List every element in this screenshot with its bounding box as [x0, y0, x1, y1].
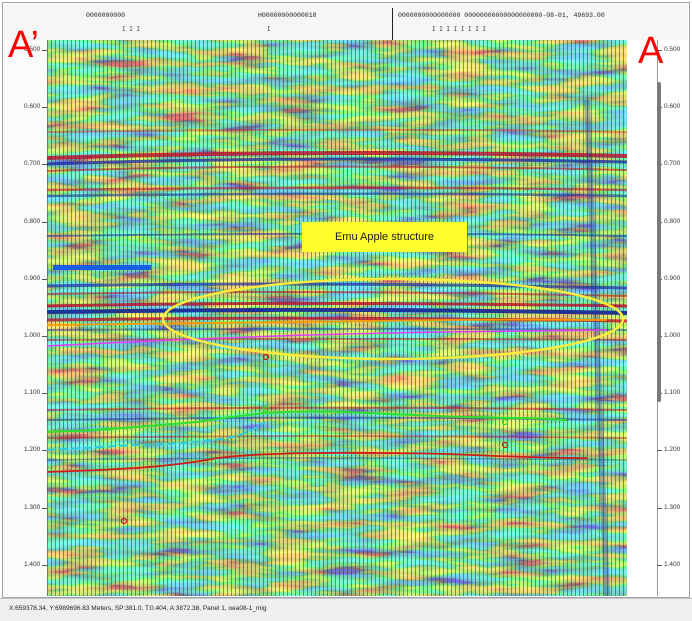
left-axis-tick-label: 1.400 [24, 560, 41, 568]
blue-scale-bar [53, 265, 151, 270]
right-axis-tick-label: 0.700 [664, 160, 681, 168]
right-axis-tick-label: 1.100 [664, 389, 681, 397]
right-axis-tick-label: 0.500 [664, 46, 681, 53]
right-axis-tick-mark [657, 50, 662, 51]
left-axis-tick-label: 0.600 [24, 103, 41, 111]
left-axis-tick-mark [42, 450, 47, 452]
horizon-green [47, 410, 568, 433]
section-marker-left: A’ [8, 24, 39, 66]
left-axis-tick-mark [42, 50, 47, 51]
right-axis-tick-label: 1.400 [664, 560, 681, 568]
seismic-section-plot[interactable] [47, 40, 627, 596]
section-marker-right: A [638, 30, 664, 72]
time-axis-left: 0.500 0.600 0.700 0.800 0.900 1.000 1.100 1.200… [4, 40, 48, 596]
right-axis-tick-label: 1.000 [664, 332, 681, 339]
right-axis-tick-label: 1.300 [664, 503, 681, 511]
vertical-scrollbar[interactable] [657, 82, 661, 402]
left-axis-tick-label: 1.300 [24, 503, 41, 511]
horizon-red [47, 451, 588, 473]
header-label-3: 0000000000000000 00000000000000000000-08… [398, 12, 605, 19]
left-axis-tick-mark [42, 564, 47, 566]
header-label-2: H00000000000010 [258, 12, 317, 19]
header-divider [392, 8, 393, 42]
left-axis-tick-label: 0.700 [24, 160, 41, 168]
right-axis-tick-label: 0.800 [664, 217, 681, 225]
seismic-section-svg [47, 40, 627, 596]
horizon-magenta [47, 329, 608, 347]
left-axis-tick-label: 1.100 [24, 389, 41, 397]
well-markers [120, 353, 509, 525]
left-axis-tick-mark [42, 278, 47, 280]
header-label-1: 0000000000 [86, 12, 126, 19]
left-axis-tick-mark [42, 507, 47, 509]
right-axis-tick-mark [657, 450, 662, 452]
right-axis-tick-mark [657, 564, 662, 566]
header-ticks-2: I [267, 26, 271, 33]
left-axis-tick-label: 0.800 [24, 217, 41, 225]
left-axis-tick-label: 1.000 [24, 332, 41, 339]
horizon-cyan [47, 421, 266, 451]
left-axis-tick-mark [42, 393, 47, 395]
header-ticks-3: I I I I I I I I [432, 26, 487, 33]
structure-outline-ellipse [161, 277, 625, 361]
horizon-orange [47, 318, 608, 326]
interpreted-horizons [47, 318, 608, 473]
left-axis-tick-mark [42, 164, 47, 166]
trace-lines [47, 40, 627, 596]
right-axis-tick-label: 1.200 [664, 446, 681, 454]
left-axis-tick-label: 0.500 [24, 46, 41, 53]
structure-annotation: Emu Apple structure [302, 222, 467, 252]
left-axis-tick-mark [42, 221, 47, 223]
header-ticks-1: I I I [122, 26, 141, 33]
left-axis-tick-mark [42, 107, 47, 109]
header-track-bar: 0000000000 H00000000000010 0000000000000… [4, 4, 688, 42]
status-readout: X:659378.34, Y:6989696.83 Meters, SP:381… [9, 605, 267, 612]
right-axis-tick-label: 0.900 [664, 274, 681, 282]
left-axis-tick-mark [42, 336, 47, 337]
right-axis-tick-label: 0.600 [664, 103, 681, 111]
left-axis-tick-label: 1.200 [24, 446, 41, 454]
status-bar: X:659378.34, Y:6989696.83 Meters, SP:381… [0, 598, 692, 621]
left-axis-tick-label: 0.900 [24, 274, 41, 282]
right-axis-tick-mark [657, 507, 662, 509]
